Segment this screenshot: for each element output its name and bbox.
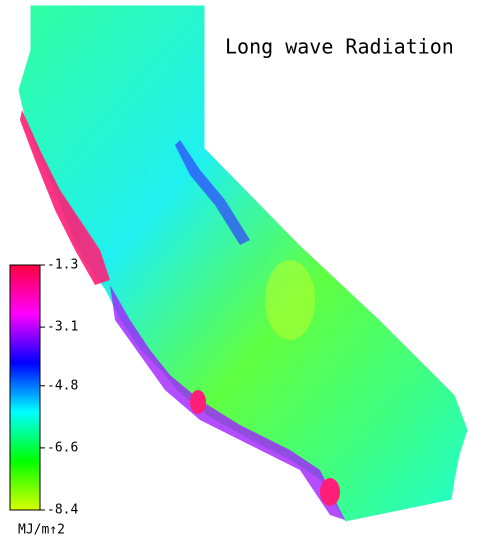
tick-label: -6.6 <box>47 440 78 455</box>
coastal-band <box>110 285 345 520</box>
coastal-band <box>20 110 110 285</box>
mountain-band <box>175 140 250 245</box>
tick-label: -8.4 <box>47 503 78 518</box>
california <box>17 4 469 523</box>
tick-label: -3.1 <box>47 320 78 335</box>
colorbar <box>9 264 41 511</box>
title: Long wave Radiation <box>225 35 454 59</box>
hotspot <box>265 260 315 340</box>
hotspot <box>320 478 340 506</box>
colorbar-units: MJ/m↑2 <box>18 523 65 538</box>
tick-label: -1.3 <box>47 258 78 273</box>
hotspot <box>190 390 206 414</box>
tick-label: -4.8 <box>47 378 78 393</box>
